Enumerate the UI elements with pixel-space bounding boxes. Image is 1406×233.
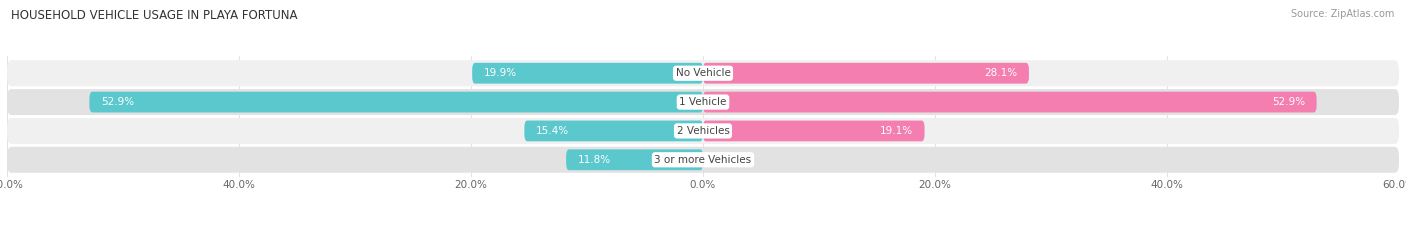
Text: 28.1%: 28.1% bbox=[984, 68, 1018, 78]
Text: 3 or more Vehicles: 3 or more Vehicles bbox=[654, 155, 752, 165]
Text: 2 Vehicles: 2 Vehicles bbox=[676, 126, 730, 136]
Text: Source: ZipAtlas.com: Source: ZipAtlas.com bbox=[1291, 9, 1395, 19]
FancyBboxPatch shape bbox=[90, 92, 703, 113]
Text: 15.4%: 15.4% bbox=[536, 126, 569, 136]
Text: 11.8%: 11.8% bbox=[578, 155, 610, 165]
FancyBboxPatch shape bbox=[703, 92, 1316, 113]
Text: 19.9%: 19.9% bbox=[484, 68, 517, 78]
Text: 52.9%: 52.9% bbox=[101, 97, 134, 107]
FancyBboxPatch shape bbox=[703, 63, 1029, 84]
FancyBboxPatch shape bbox=[472, 63, 703, 84]
FancyBboxPatch shape bbox=[7, 89, 1399, 115]
FancyBboxPatch shape bbox=[7, 147, 1399, 173]
FancyBboxPatch shape bbox=[703, 120, 925, 141]
Text: 19.1%: 19.1% bbox=[880, 126, 912, 136]
FancyBboxPatch shape bbox=[7, 60, 1399, 86]
FancyBboxPatch shape bbox=[524, 120, 703, 141]
Text: No Vehicle: No Vehicle bbox=[675, 68, 731, 78]
FancyBboxPatch shape bbox=[567, 149, 703, 170]
Text: 0.0%: 0.0% bbox=[713, 155, 738, 165]
Text: 52.9%: 52.9% bbox=[1272, 97, 1305, 107]
Text: HOUSEHOLD VEHICLE USAGE IN PLAYA FORTUNA: HOUSEHOLD VEHICLE USAGE IN PLAYA FORTUNA bbox=[11, 9, 298, 22]
FancyBboxPatch shape bbox=[7, 118, 1399, 144]
Text: 1 Vehicle: 1 Vehicle bbox=[679, 97, 727, 107]
